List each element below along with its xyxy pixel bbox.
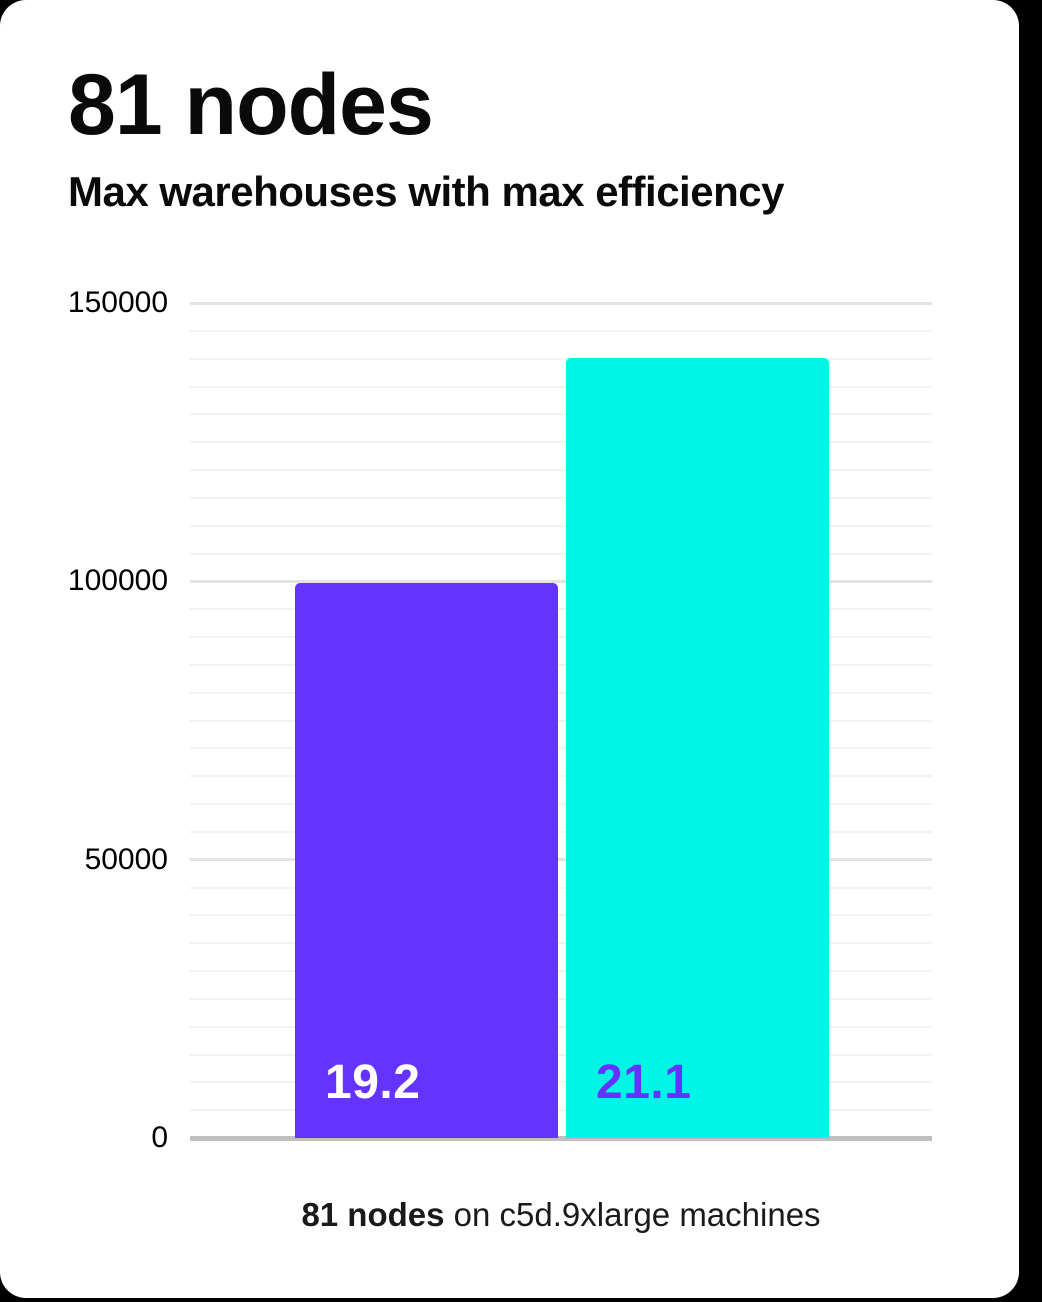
minor-gridline [190,1081,932,1084]
x-axis-line [190,1136,932,1141]
minor-gridline [190,608,932,611]
bar-1: 19.2 [295,583,558,1138]
minor-gridline [190,357,932,360]
y-axis-tick-label: 0 [151,1121,168,1154]
y-axis-tick-label: 100000 [67,564,168,598]
minor-gridline [190,413,932,416]
minor-gridline [190,886,932,889]
minor-gridline [190,914,932,917]
minor-gridline [190,775,932,778]
page-subtitle: Max warehouses with max efficiency [68,168,784,215]
chart-card: 81 nodes Max warehouses with max efficie… [0,0,1019,1298]
major-gridline [190,858,932,862]
minor-gridline [190,552,932,555]
minor-gridline [190,496,932,499]
minor-gridline [190,719,932,722]
minor-gridline [190,329,932,332]
minor-gridline [190,1025,932,1028]
major-gridline [190,579,932,583]
minor-gridline [190,469,932,471]
minor-gridline [190,803,932,805]
minor-gridline [190,524,932,527]
major-gridline [190,301,932,305]
bar-value-label: 19.2 [325,1055,421,1109]
minor-gridline [190,830,932,833]
minor-gridline [190,663,932,666]
y-axis-tick-label: 50000 [84,842,168,876]
minor-gridline [190,970,932,972]
minor-gridline [190,1053,932,1056]
minor-gridline [190,441,932,444]
minor-gridline [190,1109,932,1112]
minor-gridline [190,997,932,1000]
page-title: 81 nodes [68,57,434,153]
chart-caption: 81 nodes on c5d.9xlarge machines [190,1196,932,1234]
minor-gridline [190,691,932,694]
caption-rest-text: on c5d.9xlarge machines [444,1196,821,1233]
caption-bold-text: 81 nodes [301,1196,445,1233]
y-axis-tick-label: 150000 [67,286,168,319]
minor-gridline [190,636,932,638]
bar-2: 21.1 [566,357,829,1138]
minor-gridline [190,747,932,750]
minor-gridline [190,942,932,945]
bar-value-label: 21.1 [596,1055,692,1109]
minor-gridline [190,385,932,388]
